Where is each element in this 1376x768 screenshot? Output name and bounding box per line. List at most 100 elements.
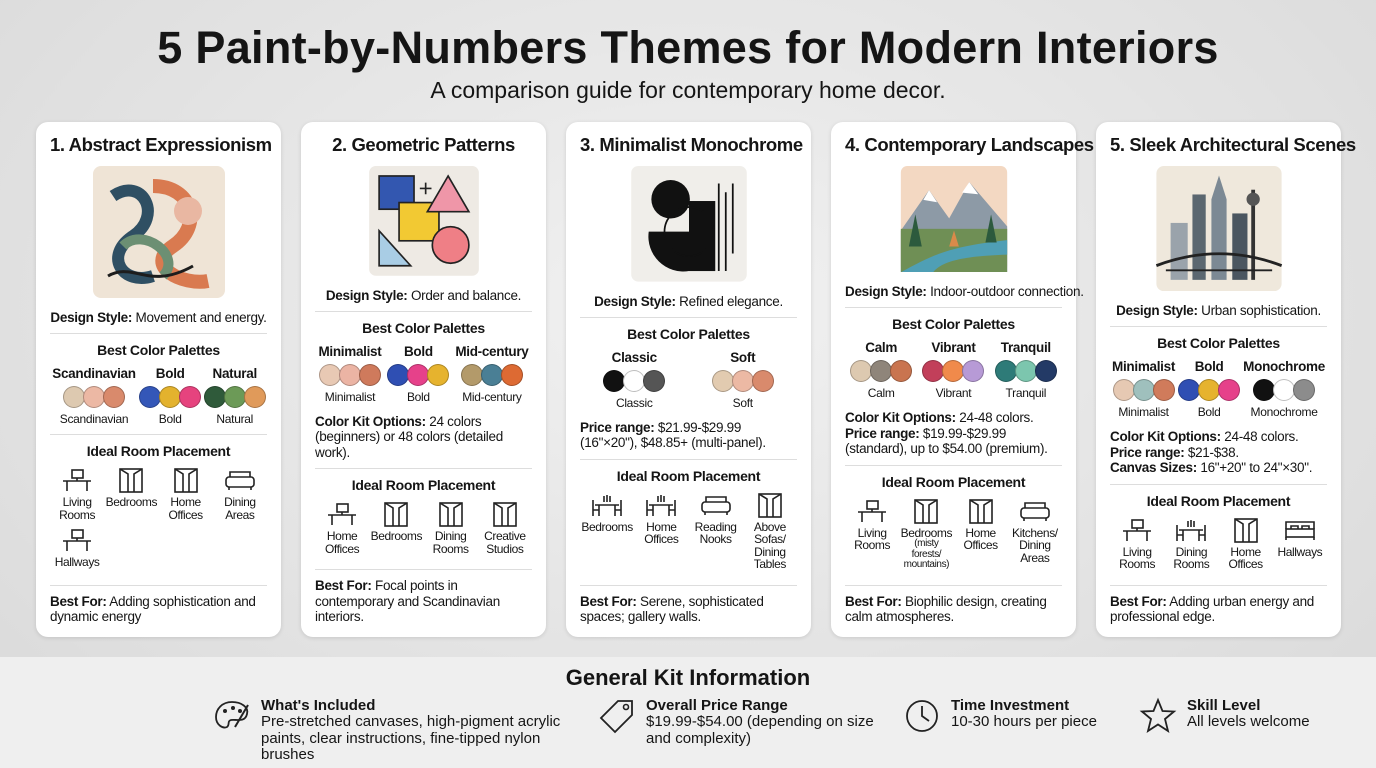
palettes: Minimalist Minimalist Bold Bold Monochrome Mo… <box>1110 359 1327 419</box>
design-text: Urban sophistication. <box>1201 303 1321 319</box>
card-title: 1. Abstract Expressionism <box>50 134 272 155</box>
swatch <box>922 360 945 383</box>
artwork <box>92 166 225 298</box>
palette-label: Mid-century <box>462 389 522 404</box>
kit-label: Canvas Sizes: <box>1110 460 1197 476</box>
palette: Mid-century Mid-century <box>455 344 529 404</box>
design-style: Design Style: Indoor-outdoor connection. <box>845 284 1084 299</box>
palette-name: Tranquil <box>1000 340 1051 356</box>
room: Kitchens/ Dining Areas <box>1008 498 1062 571</box>
room-icon <box>384 502 409 528</box>
swatch <box>179 386 202 408</box>
room-icon <box>173 468 198 493</box>
palette: Bold Bold <box>1178 359 1241 419</box>
room-name: Home Offices <box>168 495 203 522</box>
section-heading: Best Color Palettes <box>97 342 220 358</box>
footer-text: Overall Price Range $19.99-$54.00 (depend… <box>646 697 886 747</box>
palette-name: Bold <box>403 343 433 359</box>
room: Creative Studios <box>478 501 532 555</box>
swatches <box>1112 379 1175 402</box>
room: Dining Areas <box>213 467 267 521</box>
section-heading: Ideal Room Placement <box>86 443 231 459</box>
swatch <box>1293 379 1316 402</box>
best-for: Best For: Serene, sophisticated spaces; … <box>580 577 797 625</box>
room-name: Dining Rooms <box>432 529 469 556</box>
swatches <box>203 386 266 408</box>
swatches <box>460 363 523 386</box>
divider <box>315 468 532 470</box>
kit-text: $21.99-$29.99 (16"×20"), $48.85+ (multi-… <box>580 419 766 451</box>
kit-text: 24-48 colors. <box>959 410 1034 426</box>
room: Home Offices <box>954 498 1008 571</box>
swatch <box>1152 379 1175 402</box>
palette-label: Bold <box>406 389 430 404</box>
best-label: Best For: <box>1110 593 1167 609</box>
footer-desc: All levels welcome <box>1187 713 1310 730</box>
room: Living Rooms <box>50 467 104 521</box>
kit-label: Price range: <box>845 425 920 441</box>
best-label: Best For: <box>845 593 902 609</box>
kit-label: Color Kit Options: <box>1110 429 1221 445</box>
kit-line: Canvas Sizes: 16"+20" to 24"×30". <box>1110 460 1327 476</box>
footer-desc: $19.99-$54.00 (depending on size and com… <box>646 713 874 747</box>
palette-name: Bold <box>155 366 185 381</box>
divider <box>845 307 1062 309</box>
palette: Tranquil Tranquil <box>994 340 1057 401</box>
palette-name: Vibrant <box>931 340 976 356</box>
kit-label: Color Kit Options: <box>315 413 426 429</box>
room-icon <box>119 468 144 493</box>
kit-line: Price range: $19.99-$29.99 (standard), u… <box>845 426 1062 457</box>
kit-text: 24-48 colors. <box>1224 429 1299 445</box>
title: 5 Paint-by-Numbers Themes for Modern Int… <box>157 22 1219 73</box>
room: Bedrooms <box>580 492 634 571</box>
footer-label: What's Included <box>261 697 376 714</box>
swatches <box>1178 379 1241 402</box>
room: Above Sofas/ Dining Tables <box>743 492 797 571</box>
best-text: Biophilic design, creating calm atmosphe… <box>845 593 1047 625</box>
room-icon <box>1285 520 1315 540</box>
footer-text: Skill Level All levels welcome <box>1187 697 1310 735</box>
palette-name: Soft <box>730 349 756 365</box>
swatch <box>1253 379 1276 402</box>
room: Living Rooms <box>1110 517 1164 571</box>
best-text: Focal points in contemporary and Scandin… <box>315 578 500 625</box>
room: Living Rooms <box>845 498 899 571</box>
best-label: Best For: <box>50 593 107 609</box>
footer-item: Skill Level All levels welcome <box>1139 697 1376 735</box>
rooms: Home Offices Bedrooms Dining Rooms Creative… <box>315 501 532 561</box>
palettes: Calm Calm Vibrant Vibrant Tranquil Tranquil <box>845 340 1062 400</box>
room-icon <box>63 529 92 552</box>
swatches <box>850 360 913 383</box>
artwork <box>368 166 479 276</box>
kit-line: Color Kit Options: 24-48 colors. <box>845 410 1062 426</box>
room-icon <box>225 471 255 490</box>
room-name: Kitchens/ Dining Areas <box>1011 525 1058 566</box>
kit-info: Color Kit Options: 24-48 colors. Price ra… <box>1110 429 1327 476</box>
swatch <box>962 360 985 383</box>
palettes: Classic Classic Soft Soft <box>580 350 797 410</box>
divider <box>50 434 267 435</box>
swatch <box>1198 379 1221 402</box>
room-icon <box>968 499 993 524</box>
palette: Scandinavian Scandinavian <box>52 366 136 426</box>
palette-name: Minimalist <box>1112 359 1176 375</box>
palette-label: Tranquil <box>1005 386 1047 401</box>
swatch <box>1014 360 1037 383</box>
swatch <box>62 386 85 408</box>
kit-line: Color Kit Options: 24 colors (beginners)… <box>315 414 532 461</box>
swatch <box>460 363 483 386</box>
swatch <box>623 369 646 392</box>
room-icon <box>700 495 731 515</box>
room-name: Living Rooms <box>1119 544 1156 572</box>
swatch <box>1273 379 1296 402</box>
best-label: Best For: <box>315 578 372 594</box>
palette: Vibrant Vibrant <box>922 340 985 400</box>
swatch <box>387 363 410 386</box>
swatch <box>82 386 105 408</box>
section-heading: Ideal Room Placement <box>881 473 1026 490</box>
swatch <box>407 363 430 386</box>
design-style: Design Style: Order and balance. <box>315 288 532 303</box>
palette-label: Classic <box>615 395 653 410</box>
artwork <box>1155 166 1282 292</box>
